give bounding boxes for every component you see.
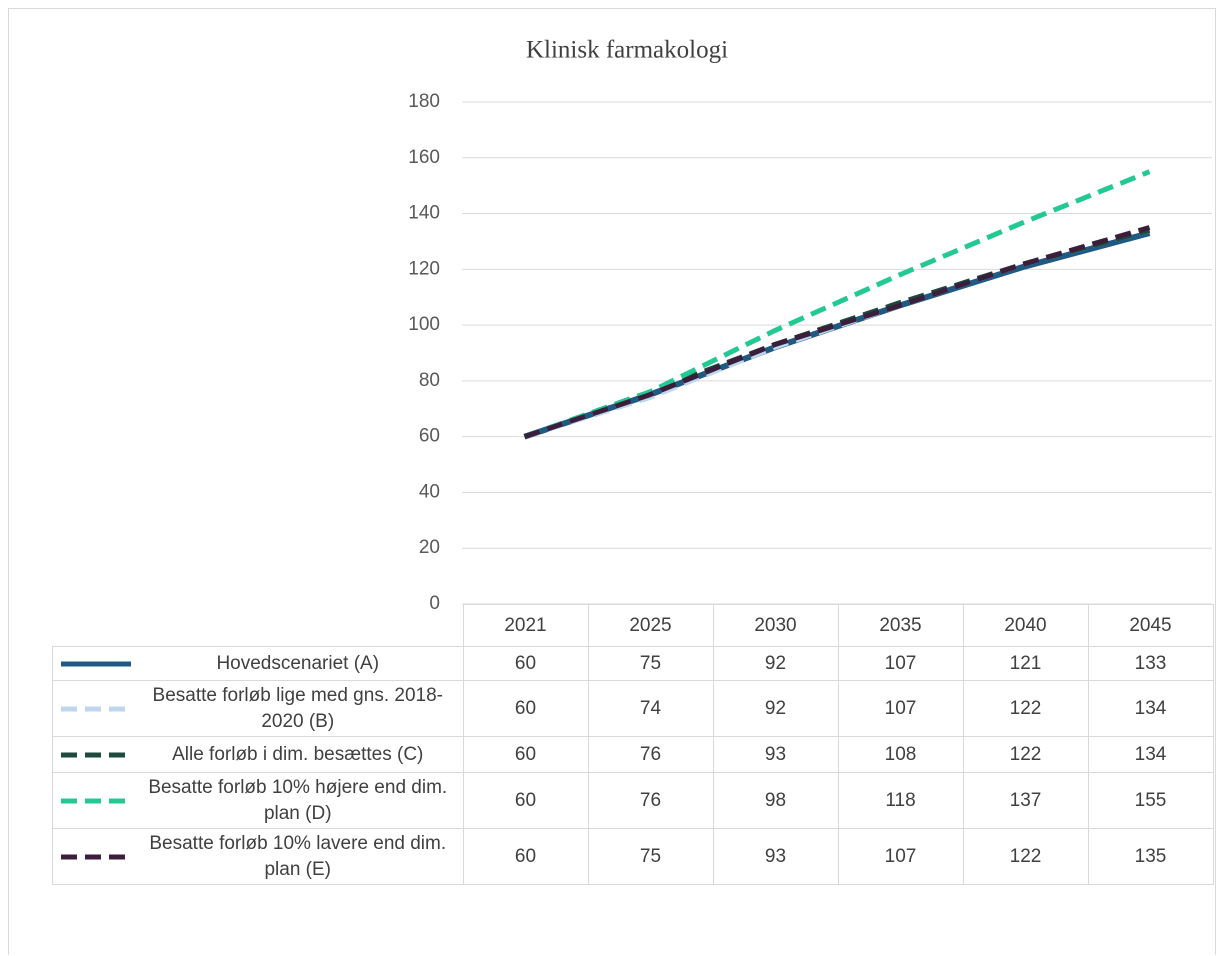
table-value: 76 [587, 772, 714, 829]
y-tick-label: 160 [408, 147, 440, 168]
table-value: 135 [1087, 828, 1214, 885]
category-label: 2040 [962, 604, 1089, 647]
table-row: Besatte forløb 10% højere end dim. plan … [52, 772, 1214, 829]
table-value: 134 [1087, 736, 1214, 773]
y-tick-label: 20 [419, 537, 440, 558]
legend-entry: Besatte forløb 10% højere end dim. plan … [53, 775, 463, 827]
table-value: 107 [837, 646, 964, 681]
legend-swatch [61, 706, 131, 711]
y-tick-label: 100 [408, 314, 440, 335]
legend-label: Besatte forløb 10% lavere end dim. plan … [149, 832, 447, 880]
legend-entry: Alle forløb i dim. besættes (C) [53, 742, 463, 768]
table-value: 93 [712, 828, 839, 885]
table-value: 60 [462, 828, 589, 885]
table-value: 92 [712, 646, 839, 681]
y-tick-label: 0 [429, 593, 440, 614]
table-row: Hovedscenariet (A) 60 75 92 107 121 133 [52, 646, 1214, 681]
y-tick-label: 60 [419, 426, 440, 447]
corner-cell [52, 604, 464, 647]
legend-swatch [61, 798, 131, 803]
category-label: 2035 [837, 604, 964, 647]
table-value: 122 [962, 680, 1089, 737]
table-value: 108 [837, 736, 964, 773]
legend-cell: Besatte forløb 10% lavere end dim. plan … [52, 828, 464, 885]
legend-cell: Hovedscenariet (A) [52, 646, 464, 681]
table-value: 60 [462, 646, 589, 681]
table-value: 122 [962, 736, 1089, 773]
table-value: 122 [962, 828, 1089, 885]
table-value: 137 [962, 772, 1089, 829]
table-value: 60 [462, 680, 589, 737]
legend-swatch [61, 752, 131, 757]
y-tick-label: 120 [408, 258, 440, 279]
legend-label: Alle forløb i dim. besættes (C) [172, 743, 424, 765]
table-value: 75 [587, 828, 714, 885]
y-tick-label: 80 [419, 370, 440, 391]
legend-label: Besatte forløb 10% højere end dim. plan … [148, 776, 448, 824]
legend-entry: Hovedscenariet (A) [53, 651, 463, 677]
table-value: 121 [962, 646, 1089, 681]
chart-border [8, 8, 1216, 955]
table-row: Besatte forløb 10% lavere end dim. plan … [52, 828, 1214, 885]
category-label: 2021 [462, 604, 589, 647]
y-tick-label: 40 [419, 481, 440, 502]
chart-title: Klinisk farmakologi [526, 37, 728, 64]
table-value: 134 [1087, 680, 1214, 737]
table-value: 76 [587, 736, 714, 773]
table-row: Alle forløb i dim. besættes (C) 60 76 93 108… [52, 736, 1214, 773]
series-line [523, 225, 1151, 440]
table-row: Besatte forløb lige med gns. 2018-2020 (… [52, 680, 1214, 737]
table-value: 74 [587, 680, 714, 737]
category-label: 2045 [1087, 604, 1214, 647]
data-table: 2021 2025 2030 2035 2040 2045 Hovedscenariet (… [52, 604, 1214, 885]
table-value: 75 [587, 646, 714, 681]
table-value: 98 [712, 772, 839, 829]
legend-label: Besatte forløb lige med gns. 2018-2020 (… [152, 684, 443, 732]
legend-cell: Alle forløb i dim. besættes (C) [52, 736, 464, 773]
category-label: 2025 [587, 604, 714, 647]
table-value: 155 [1087, 772, 1214, 829]
table-value: 133 [1087, 646, 1214, 681]
table-value: 92 [712, 680, 839, 737]
table-value: 118 [837, 772, 964, 829]
table-value: 60 [462, 736, 589, 773]
series-line [523, 169, 1151, 440]
category-label: 2030 [712, 604, 839, 647]
legend-entry: Besatte forløb 10% lavere end dim. plan … [53, 831, 463, 883]
legend-swatch [61, 661, 131, 666]
table-value: 93 [712, 736, 839, 773]
legend-cell: Besatte forløb lige med gns. 2018-2020 (… [52, 680, 464, 737]
table-value: 60 [462, 772, 589, 829]
y-tick-label: 140 [408, 203, 440, 224]
table-value: 107 [837, 680, 964, 737]
legend-cell: Besatte forløb 10% højere end dim. plan … [52, 772, 464, 829]
y-tick-label: 180 [408, 91, 440, 112]
header-row: 2021 2025 2030 2035 2040 2045 [52, 604, 1214, 647]
legend-label: Hovedscenariet (A) [216, 652, 380, 674]
legend-swatch [61, 854, 131, 859]
table-value: 107 [837, 828, 964, 885]
legend-entry: Besatte forløb lige med gns. 2018-2020 (… [53, 683, 463, 735]
